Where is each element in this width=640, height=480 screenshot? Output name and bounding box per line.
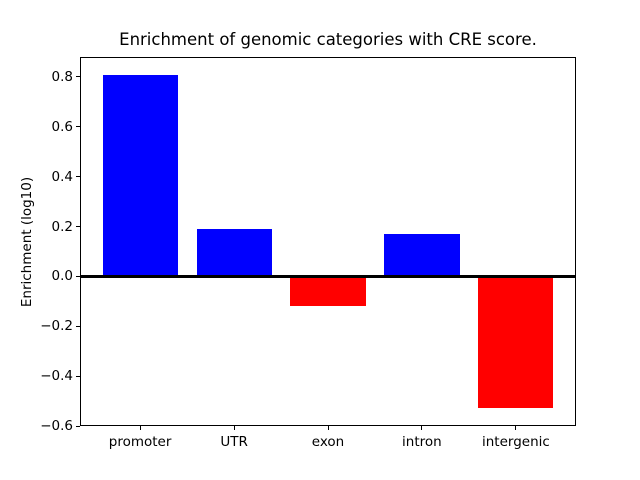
x-tick-label-intergenic: intergenic bbox=[481, 434, 550, 450]
bar-exon bbox=[290, 276, 366, 307]
y-tick-mark bbox=[76, 176, 80, 178]
chart-title: Enrichment of genomic categories with CR… bbox=[119, 30, 537, 49]
y-tick-mark bbox=[76, 375, 80, 377]
bar-UTR bbox=[196, 229, 272, 277]
y-tick-mark bbox=[76, 275, 80, 277]
bar-promoter bbox=[102, 74, 178, 277]
plot-area bbox=[80, 57, 576, 426]
y-tick-label: −0.4 bbox=[40, 368, 73, 385]
bar-intergenic bbox=[478, 276, 554, 409]
x-tick-label-UTR: UTR bbox=[220, 434, 248, 450]
y-tick-label: 0.2 bbox=[51, 218, 73, 235]
y-tick-mark bbox=[76, 76, 80, 78]
y-tick-label: 0.8 bbox=[51, 68, 73, 85]
y-tick-mark bbox=[76, 226, 80, 227]
x-tick-mark bbox=[139, 426, 141, 430]
zero-line bbox=[80, 274, 576, 278]
y-tick-label: −0.2 bbox=[40, 318, 73, 335]
y-tick-mark bbox=[76, 425, 80, 427]
x-tick-mark bbox=[421, 426, 423, 430]
x-tick-mark bbox=[233, 426, 235, 430]
y-tick-label: 0.0 bbox=[51, 268, 73, 285]
y-tick-label: 0.6 bbox=[51, 118, 73, 135]
y-tick-mark bbox=[76, 126, 80, 128]
y-tick-label: −0.6 bbox=[40, 418, 73, 434]
y-tick-mark bbox=[76, 325, 80, 327]
x-tick-label-promoter: promoter bbox=[108, 434, 172, 450]
x-tick-label-exon: exon bbox=[311, 434, 345, 450]
x-tick-label-intron: intron bbox=[402, 434, 442, 450]
x-tick-mark bbox=[327, 426, 329, 430]
x-tick-mark bbox=[515, 426, 517, 430]
bar-intron bbox=[384, 234, 460, 277]
y-tick-label: 0.4 bbox=[51, 168, 73, 185]
